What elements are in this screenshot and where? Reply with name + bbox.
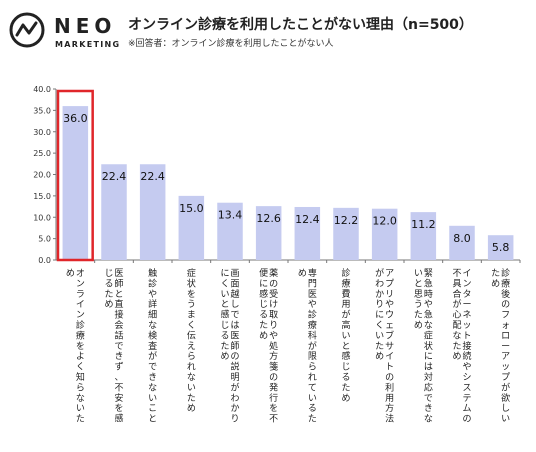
bar [255,206,282,260]
category-label: アプリやウェブサイトの利用方法がわかりにくいため [375,267,394,425]
y-tick-label: 35.0 [33,106,51,115]
bar-value-label: 22.4 [102,170,127,183]
bar-value-label: 12.4 [295,213,320,226]
bar-value-label: 15.0 [179,202,204,215]
bar-value-label: 22.4 [140,170,165,183]
bar-value-label: 12.0 [372,215,397,228]
bar [410,212,437,260]
bar-value-label: 11.2 [411,218,436,231]
category-label: 触診や詳細な検査ができないこと [148,267,157,425]
bar [101,164,127,260]
bar [139,164,166,260]
bar [487,235,514,260]
category-label: 診療費用が高いと感じるため [341,267,350,404]
bar-value-label: 12.6 [256,212,281,225]
bar-value-label: 5.8 [492,241,510,254]
category-label: 医師と直接会話できず、不安を感じるため [104,268,123,425]
brand-sub: MARKETING [55,40,121,49]
bar [217,202,243,260]
brand-name: NEO [54,14,117,38]
category-label: 緊急時や急な症状には対応できないと思うため [414,268,433,425]
bar [62,106,89,260]
y-tick-label: 30.0 [33,128,51,137]
category-label: 症状をうまく伝えられないため [187,267,196,414]
bar [449,225,475,260]
brand-logo: NEO MARKETING [8,10,120,52]
category-label: 診療後のフォローアップが欲しいため [491,267,510,425]
category-label: 画面越しでは医師の説明がわかりにくいと感じるため [220,268,239,425]
category-label: 薬の受け取りや処方箋の発行を不便に感じるため [259,267,278,425]
bar [333,207,359,260]
bar [294,206,321,260]
highlight-box [56,89,94,262]
y-tick-label: 0.0 [38,256,51,265]
bar-value-label: 8.0 [453,232,471,245]
y-tick-label: 40.0 [33,85,51,94]
y-tick-label: 10.0 [33,213,51,222]
y-tick-label: 15.0 [33,192,51,201]
category-label: オンライン診療をよく知らないため [66,268,85,425]
bar-value-label: 13.4 [218,209,243,222]
bar-value-label: 36.0 [63,112,88,125]
y-tick-label: 25.0 [33,149,51,158]
chart-subtitle: ※回答者：オンライン診療を利用したことがない人 [128,39,334,49]
category-label: 専門医や診療科が限られているため [298,267,317,425]
y-tick-label: 20.0 [33,171,51,180]
bar [371,208,398,260]
brand-mark-icon [9,12,45,48]
y-tick-label: 5.0 [38,235,51,244]
category-label: インターネット接続やシステムの不具合が心配なため [452,268,471,425]
bar [178,195,205,260]
chart-title: オンライン診療を利用したことがない理由（n=500） [128,17,473,33]
bar-value-label: 12.2 [334,214,359,227]
